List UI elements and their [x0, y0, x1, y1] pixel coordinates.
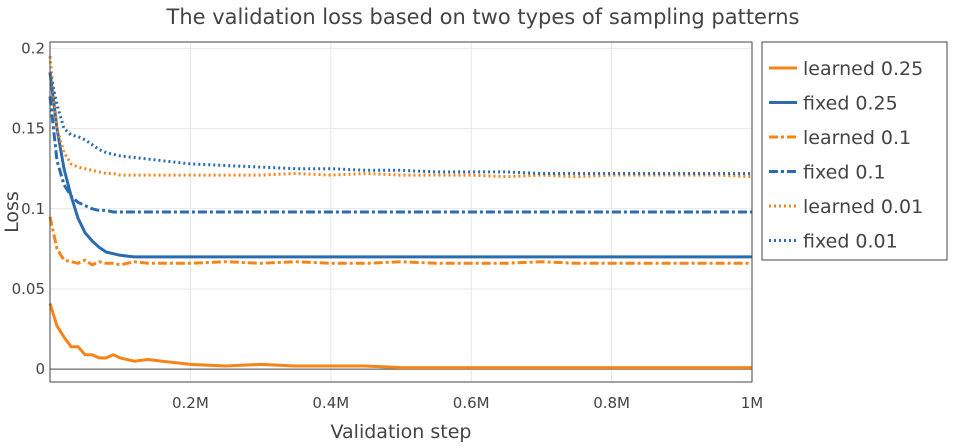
legend-label: learned 0.01	[803, 196, 923, 218]
legend-label: learned 0.25	[803, 58, 923, 80]
y-tick-label: 0.05	[12, 280, 45, 298]
legend-label: fixed 0.1	[803, 162, 886, 184]
x-tick-label: 0.8M	[593, 394, 630, 412]
x-tick-label: 0.4M	[312, 394, 349, 412]
plot-area-border	[49, 41, 753, 383]
y-tick-label: 0.1	[21, 200, 45, 218]
x-tick-label: 1M	[741, 394, 764, 412]
chart-title: The validation loss based on two types o…	[166, 5, 800, 29]
series-line-learned-0-25	[48, 302, 752, 370]
legend-label: fixed 0.25	[803, 93, 898, 115]
y-tick-label: 0.15	[12, 120, 45, 138]
legend-box	[761, 41, 948, 261]
x-axis-title: Validation step	[331, 421, 472, 443]
y-axis-ticks: 0 0.05 0.1 0.15 0.2	[12, 39, 45, 378]
legend-label: learned 0.1	[803, 127, 911, 149]
x-tick-label: 0.6M	[453, 394, 490, 412]
legend-label: fixed 0.01	[803, 231, 898, 253]
y-tick-label: 0	[35, 360, 45, 378]
series-line-learned-0-01	[48, 56, 753, 179]
legend: learned 0.25 fixed 0.25 learned 0.1 fixed 0…	[761, 41, 948, 261]
x-axis-ticks: 0.2M 0.4M 0.6M 0.8M 1M	[172, 394, 763, 412]
y-tick-label: 0.2	[21, 39, 45, 57]
series-line-fixed-0-1	[48, 96, 752, 214]
series-line-fixed-0-25	[48, 72, 752, 259]
x-tick-label: 0.2M	[172, 394, 209, 412]
y-axis-title: Loss	[1, 191, 23, 233]
series-lines	[48, 56, 753, 370]
series-line-learned-0-1	[48, 216, 752, 267]
